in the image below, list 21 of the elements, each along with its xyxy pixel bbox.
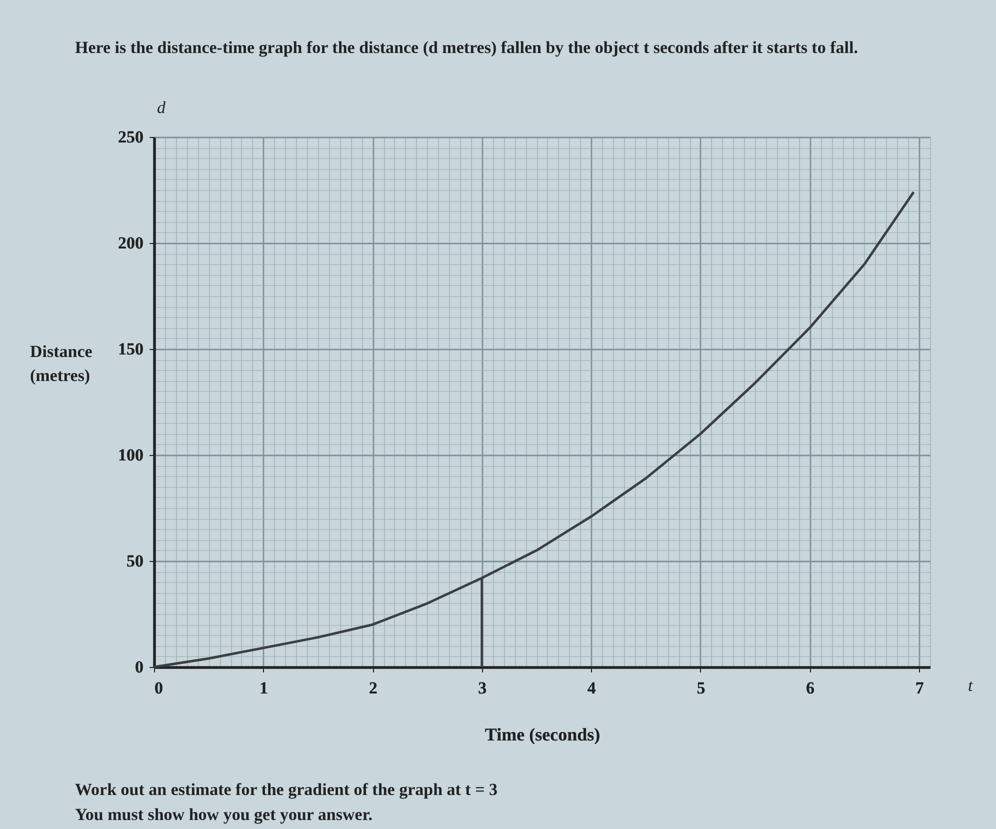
x-tick-label: 5 <box>696 678 706 698</box>
x-tick-label: 2 <box>368 678 378 698</box>
text: Work out an estimate for the gradient of the graph at t = 3 <box>75 780 498 800</box>
x-tick-label: 1 <box>260 678 268 698</box>
y-tick-label: 100 <box>118 446 144 464</box>
y-tick-label: 0 <box>135 658 144 676</box>
y-axis-title: Distance (metres) <box>30 341 94 387</box>
y-tick-label: 200 <box>118 234 144 252</box>
chart-title: Here is the distance-time graph for the distance (d metres) fallen by the object t seconds after it starts to fall. <box>75 37 859 59</box>
text: t <box>968 676 973 696</box>
text: d <box>157 98 166 118</box>
x-tick-label: 7 <box>915 678 924 698</box>
x-axis-title: Time (seconds) <box>484 724 600 744</box>
text: You must show how you get your answer. <box>75 805 373 825</box>
y-tick-label: 250 <box>118 128 144 146</box>
y-tick-label: 50 <box>126 552 144 570</box>
x-tick-label: 3 <box>478 678 487 698</box>
x-tick-label: 0 <box>154 678 163 698</box>
x-tick-label: 4 <box>587 678 596 698</box>
y-tick-label: 150 <box>118 340 144 358</box>
x-tick-label: 6 <box>806 678 815 698</box>
